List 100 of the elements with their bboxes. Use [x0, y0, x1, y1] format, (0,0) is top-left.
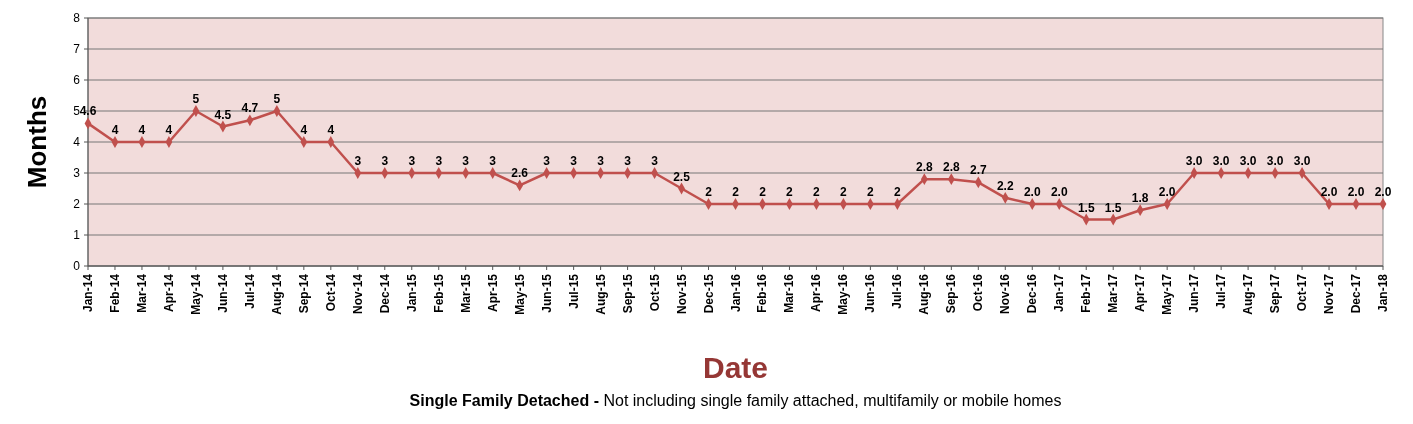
data-label: 3: [381, 154, 389, 168]
data-label: 1.5: [1104, 200, 1122, 215]
x-tick-label: Mar-17: [1106, 273, 1121, 313]
data-label: 2.0: [1158, 185, 1176, 199]
x-axis-title: Date: [702, 351, 769, 384]
x-tick-label: Nov-15: [674, 273, 689, 315]
x-tick-label: May-16: [836, 273, 851, 315]
data-label: 3: [570, 154, 578, 168]
data-label: 5: [192, 92, 200, 106]
data-label: 3: [354, 154, 362, 168]
data-label: 2: [813, 185, 821, 199]
data-label: 2.0: [1050, 185, 1068, 199]
x-tick-label: Mar-16: [782, 273, 797, 313]
x-tick-label: Dec-14: [377, 273, 392, 314]
x-tick-label: Nov-16: [998, 273, 1013, 315]
data-label: 3: [543, 154, 551, 168]
data-label: 2.8: [942, 160, 960, 175]
y-tick-label: 4: [73, 135, 81, 150]
x-tick-label: Nov-17: [1322, 273, 1337, 315]
x-tick-label: Jan-16: [728, 273, 743, 313]
y-tick-label: 5: [73, 104, 81, 119]
data-label: 2: [840, 185, 848, 199]
x-tick-label: Apr-17: [1133, 273, 1148, 313]
data-label: 2.8: [916, 160, 934, 175]
data-label: 3: [462, 154, 470, 168]
x-tick-label: Apr-16: [809, 273, 824, 313]
y-tick-label: 0: [73, 259, 81, 274]
data-label: 3.0: [1212, 154, 1230, 168]
x-tick-label: Mar-14: [134, 273, 149, 313]
data-label: 3: [597, 154, 605, 168]
data-label: 3: [408, 154, 416, 168]
data-label: 4: [138, 123, 146, 137]
x-tick-label: Feb-16: [755, 273, 770, 313]
x-tick-label: Sep-17: [1268, 273, 1283, 314]
x-tick-label: Sep-16: [944, 273, 959, 314]
x-tick-label: Oct-16: [971, 273, 986, 312]
data-label: 2.0: [1023, 185, 1041, 199]
x-tick-label: Apr-14: [161, 273, 176, 313]
x-tick-label: Jul-16: [890, 273, 905, 309]
x-tick-label: Aug-16: [917, 273, 932, 315]
data-label: 4: [327, 123, 335, 137]
data-label: 2: [894, 185, 902, 199]
x-tick-label: Apr-15: [485, 273, 500, 313]
x-tick-label: Feb-15: [431, 273, 446, 313]
y-tick-label: 7: [73, 42, 81, 57]
x-tick-label: Dec-16: [1025, 273, 1040, 314]
y-tick-label: 3: [73, 166, 81, 181]
x-tick-label: Jul-15: [566, 273, 581, 309]
x-tick-label: Feb-17: [1079, 273, 1094, 313]
data-label: 2.0: [1320, 185, 1338, 199]
x-tick-label: May-15: [512, 273, 527, 315]
data-label: 5: [273, 92, 281, 106]
x-tick-label: May-14: [188, 273, 203, 315]
x-tick-label: Oct-17: [1295, 273, 1310, 312]
x-tick-label: Jun-15: [539, 273, 554, 313]
x-tick-label: Dec-15: [701, 273, 716, 314]
x-tick-label: Aug-15: [593, 273, 608, 315]
data-label: 4.7: [241, 101, 259, 116]
data-label: 3.0: [1266, 154, 1284, 168]
x-tick-label: Aug-14: [269, 273, 284, 315]
data-label: 2.5: [673, 169, 691, 184]
data-label: 2.0: [1374, 185, 1392, 199]
x-tick-label: Jan-17: [1052, 273, 1067, 313]
data-label: 3: [489, 154, 497, 168]
data-label: 3.0: [1185, 154, 1203, 168]
x-tick-label: Jun-16: [863, 273, 878, 313]
text: Single Family Detached -: [409, 392, 599, 409]
x-tick-label: Aug-17: [1241, 273, 1256, 315]
text: Not including single family attached, multifamily or mobile homes: [598, 392, 1062, 409]
x-tick-label: Jul-17: [1214, 273, 1229, 309]
data-label: 2: [867, 185, 875, 199]
data-label: 1.8: [1131, 191, 1149, 206]
x-tick-label: Nov-14: [350, 273, 365, 315]
data-label: 4: [300, 123, 308, 137]
x-tick-label: Oct-14: [323, 273, 338, 312]
x-tick-label: Jul-14: [242, 273, 257, 309]
y-tick-label: 1: [73, 228, 81, 243]
y-axis-title: Months: [22, 95, 52, 189]
data-label: 2: [732, 185, 740, 199]
data-label: 4: [165, 123, 173, 137]
x-tick-label: Jan-14: [81, 273, 95, 313]
data-label: 3: [651, 154, 659, 168]
x-tick-label: May-17: [1160, 273, 1175, 315]
data-label: 3.0: [1293, 154, 1311, 168]
data-label: 4.6: [79, 104, 97, 119]
x-tick-label: Sep-15: [620, 273, 635, 314]
x-tick-label: Feb-14: [107, 273, 122, 313]
data-label: 3.0: [1239, 154, 1257, 168]
data-label: 3: [624, 154, 632, 168]
data-label: 2: [759, 185, 767, 199]
data-label: 4: [111, 123, 119, 137]
data-label: 2.0: [1347, 185, 1365, 199]
x-tick-label: Sep-14: [296, 273, 311, 314]
data-label: 2: [786, 185, 794, 199]
x-tick-label: Dec-17: [1349, 273, 1364, 314]
data-label: 1.5: [1077, 200, 1095, 215]
data-label: 2.6: [511, 166, 529, 181]
data-label: 3: [435, 154, 443, 168]
x-tick-label: Jan-18: [1376, 273, 1390, 313]
data-label: 2.2: [996, 178, 1014, 193]
